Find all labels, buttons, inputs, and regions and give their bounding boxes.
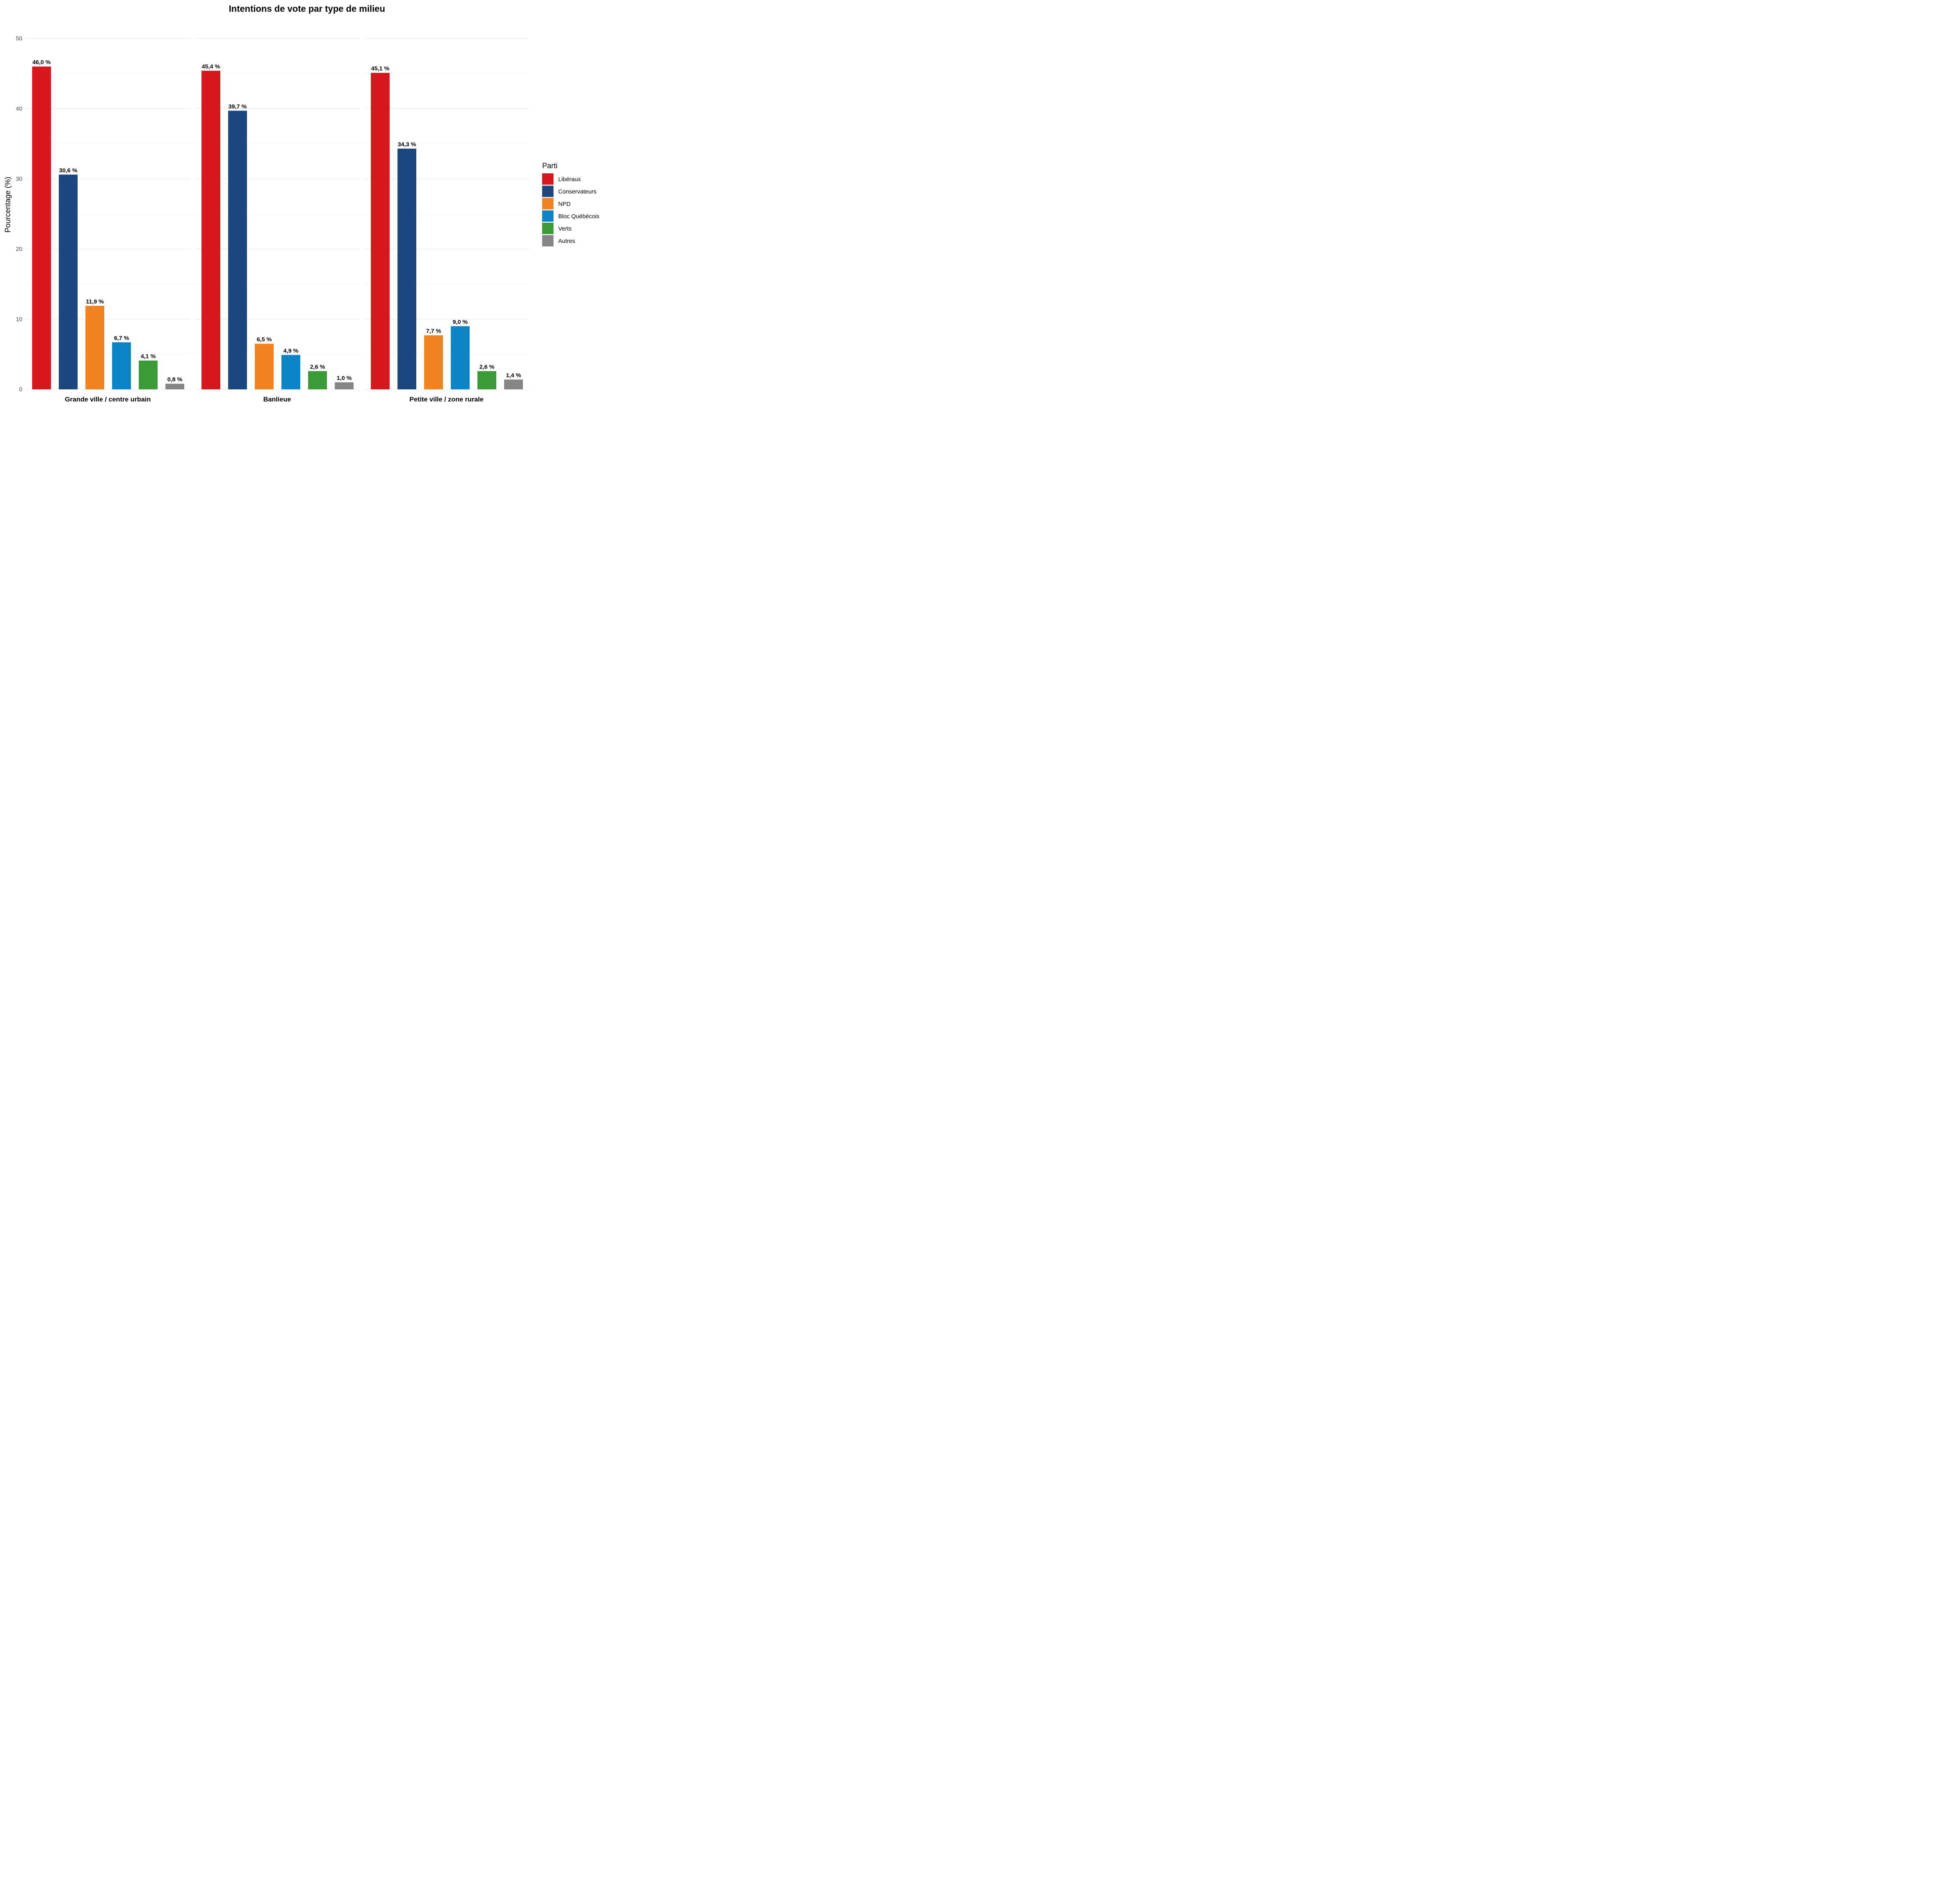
bar-value-label: 11,9 %	[86, 298, 104, 305]
bar	[424, 335, 443, 389]
plot-panels: 0 10 20 30 40 50 46,0 % 30,6 % 11,9 % 6,7 % 4,1 % 0…	[16, 35, 529, 403]
y-tick-label: 50	[16, 35, 22, 42]
y-tick-label: 20	[16, 246, 22, 253]
legend-item-label: Libéraux	[558, 176, 581, 183]
bar-value-label: 6,7 %	[114, 335, 129, 342]
y-tick-label: 10	[16, 316, 22, 323]
facet-panel: 46,0 % 30,6 % 11,9 % 6,7 % 4,1 % 0,8 % Grande …	[25, 38, 190, 403]
legend-swatch	[542, 210, 554, 222]
legend-title: Parti	[542, 162, 557, 170]
bar	[201, 71, 220, 390]
bar	[504, 379, 523, 389]
legend-swatch	[542, 173, 554, 185]
legend: Parti Libéraux Conservateurs NPD Bloc Québé…	[542, 162, 599, 247]
bar-value-label: 45,1 %	[371, 65, 390, 72]
bar-value-label: 46,0 %	[33, 59, 51, 66]
bar	[139, 360, 158, 389]
bar-value-label: 4,9 %	[283, 347, 298, 354]
bar	[335, 382, 354, 389]
bar	[308, 371, 327, 389]
bar	[112, 342, 131, 389]
facet-label: Banlieue	[263, 396, 291, 403]
bar-value-label: 2,6 %	[479, 363, 494, 370]
bar-value-label: 30,6 %	[59, 167, 78, 174]
bar-value-label: 34,3 %	[398, 141, 416, 148]
y-tick-label: 40	[16, 105, 22, 112]
facet-label: Petite ville / zone rurale	[410, 396, 484, 403]
facet-panel: 45,1 % 34,3 % 7,7 % 9,0 % 2,6 % 1,4 % Petite v…	[364, 38, 529, 403]
legend-swatch	[542, 185, 554, 197]
bar	[59, 174, 78, 389]
bar	[165, 383, 184, 389]
bar	[451, 326, 470, 389]
bar	[477, 371, 496, 389]
chart-title: Intentions de vote par type de milieu	[229, 4, 385, 14]
bar	[255, 343, 274, 389]
legend-swatch	[542, 223, 554, 234]
facet-panel: 45,4 % 39,7 % 6,5 % 4,9 % 2,6 % 1,0 % Banlieue	[195, 38, 359, 403]
legend-swatch	[542, 198, 554, 209]
legend-item-label: Autres	[558, 238, 575, 245]
bar-value-label: 39,7 %	[229, 103, 247, 110]
y-tick-label: 0	[19, 386, 22, 393]
bar-value-label: 6,5 %	[257, 336, 272, 343]
bar-value-label: 2,6 %	[310, 363, 325, 370]
legend-item-label: Conservateurs	[558, 189, 597, 195]
bar-value-label: 9,0 %	[453, 319, 468, 325]
bar-value-label: 45,4 %	[202, 63, 220, 70]
legend-swatch	[542, 235, 554, 247]
bar-value-label: 4,1 %	[141, 353, 156, 360]
legend-item-label: Verts	[558, 225, 572, 232]
legend-item-label: NPD	[558, 201, 571, 207]
bar	[228, 111, 247, 389]
legend-item-label: Bloc Québécois	[558, 213, 599, 220]
y-tick-label: 30	[16, 176, 22, 182]
bar	[32, 66, 51, 390]
bar	[281, 355, 300, 389]
bar	[371, 73, 390, 389]
bar-value-label: 1,0 %	[337, 375, 352, 381]
bar	[85, 305, 104, 389]
y-axis-label: Pourcentage (%)	[4, 177, 12, 233]
bar-value-label: 7,7 %	[426, 328, 441, 334]
chart: Intentions de vote par type de milieu Po…	[4, 4, 599, 403]
bar	[397, 149, 416, 389]
bar-value-label: 1,4 %	[506, 372, 521, 379]
bar-value-label: 0,8 %	[167, 376, 182, 383]
facet-label: Grande ville / centre urbain	[65, 396, 151, 403]
